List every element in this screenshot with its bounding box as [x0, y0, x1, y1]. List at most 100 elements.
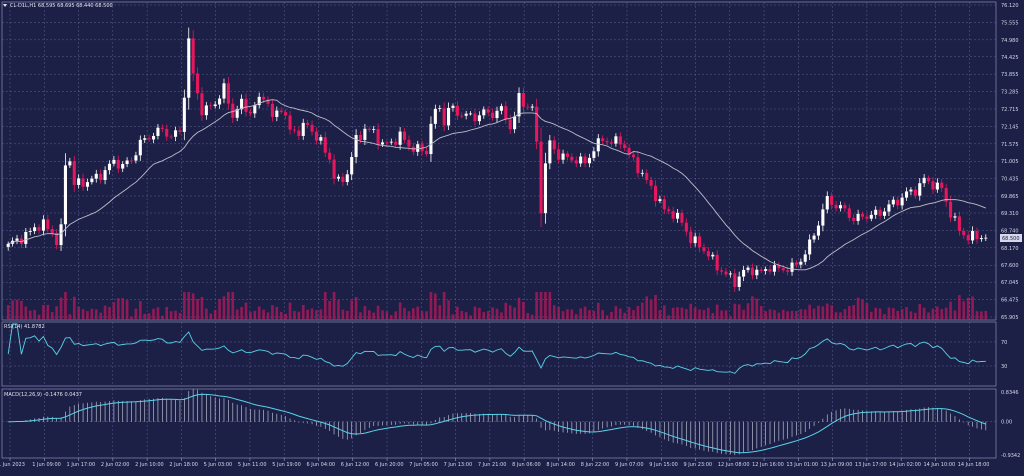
candle-body[interactable]: [662, 199, 666, 210]
candle-body[interactable]: [653, 185, 658, 202]
candle-body[interactable]: [138, 139, 142, 156]
candle-body[interactable]: [442, 108, 446, 126]
candle-body[interactable]: [402, 131, 407, 140]
candle-body[interactable]: [799, 261, 803, 265]
candle-body[interactable]: [803, 254, 807, 262]
candle-body[interactable]: [68, 161, 72, 166]
candle-body[interactable]: [284, 112, 288, 116]
candle-body[interactable]: [297, 130, 301, 136]
candle-body[interactable]: [843, 205, 847, 209]
candle-body[interactable]: [720, 270, 724, 272]
candle-body[interactable]: [191, 38, 195, 74]
candle-body[interactable]: [715, 254, 719, 271]
candle-body[interactable]: [777, 265, 781, 269]
candle-body[interactable]: [676, 212, 680, 219]
candle-body[interactable]: [455, 105, 459, 116]
candle-body[interactable]: [15, 238, 19, 241]
candle-body[interactable]: [482, 109, 486, 116]
candle-body[interactable]: [949, 201, 953, 218]
candle-body[interactable]: [896, 199, 900, 206]
candle-body[interactable]: [605, 140, 609, 143]
candle-body[interactable]: [350, 157, 354, 175]
candle-body[interactable]: [922, 177, 926, 184]
candle-body[interactable]: [328, 152, 332, 160]
symbol-dropdown-icon[interactable]: [3, 4, 7, 7]
candle-body[interactable]: [909, 189, 913, 192]
candle-body[interactable]: [702, 247, 706, 252]
candle-body[interactable]: [755, 269, 759, 276]
candle-body[interactable]: [323, 137, 327, 153]
candle-body[interactable]: [935, 182, 939, 190]
candle-body[interactable]: [332, 159, 336, 179]
candle-body[interactable]: [900, 197, 904, 206]
candle-body[interactable]: [671, 211, 675, 219]
candle-body[interactable]: [24, 231, 28, 244]
candle-body[interactable]: [41, 219, 45, 231]
candle-body[interactable]: [28, 231, 32, 232]
candle-body[interactable]: [447, 107, 451, 126]
candle-body[interactable]: [279, 110, 283, 113]
candle-body[interactable]: [680, 212, 684, 223]
candle-body[interactable]: [746, 267, 750, 270]
candle-body[interactable]: [226, 83, 230, 104]
candle-body[interactable]: [878, 209, 882, 216]
candle-body[interactable]: [107, 163, 112, 171]
candle-body[interactable]: [724, 271, 728, 275]
candle-body[interactable]: [420, 144, 424, 151]
candle-body[interactable]: [548, 140, 552, 164]
candle-body[interactable]: [429, 123, 433, 155]
candle-body[interactable]: [618, 136, 622, 145]
candle-body[interactable]: [918, 183, 922, 196]
candle-body[interactable]: [764, 269, 768, 271]
candle-body[interactable]: [187, 38, 191, 98]
candle-body[interactable]: [143, 138, 147, 140]
candle-body[interactable]: [50, 229, 54, 233]
candle-body[interactable]: [19, 238, 23, 244]
candle-body[interactable]: [209, 105, 213, 107]
candle-body[interactable]: [385, 142, 389, 144]
candle-body[interactable]: [367, 128, 371, 130]
candle-body[interactable]: [539, 141, 543, 214]
candle-body[interactable]: [640, 172, 644, 174]
candle-body[interactable]: [609, 142, 614, 144]
candle-body[interactable]: [288, 115, 292, 130]
candle-body[interactable]: [231, 103, 235, 118]
candle-body[interactable]: [794, 262, 798, 265]
candle-body[interactable]: [504, 106, 508, 120]
candle-body[interactable]: [116, 159, 120, 169]
candle-body[interactable]: [72, 161, 76, 185]
candle-body[interactable]: [380, 142, 385, 145]
candle-body[interactable]: [816, 225, 821, 236]
candle-body[interactable]: [583, 156, 587, 164]
candle-body[interactable]: [99, 173, 103, 181]
candle-body[interactable]: [222, 83, 226, 99]
candle-body[interactable]: [491, 112, 495, 119]
candle-body[interactable]: [614, 136, 618, 144]
candle-body[interactable]: [407, 139, 411, 147]
candle-body[interactable]: [737, 276, 741, 287]
candle-body[interactable]: [759, 269, 763, 271]
candle-body[interactable]: [165, 128, 169, 137]
candle-body[interactable]: [808, 239, 812, 255]
candle-body[interactable]: [966, 235, 970, 241]
candle-body[interactable]: [526, 106, 530, 108]
candle-body[interactable]: [750, 267, 754, 276]
candle-body[interactable]: [354, 134, 358, 158]
candle-body[interactable]: [125, 160, 129, 165]
candle-body[interactable]: [596, 138, 600, 152]
candle-body[interactable]: [103, 170, 107, 181]
candle-body[interactable]: [517, 93, 521, 117]
candle-body[interactable]: [85, 182, 90, 187]
candle-body[interactable]: [173, 130, 178, 137]
candle-body[interactable]: [561, 153, 565, 160]
candle-body[interactable]: [363, 128, 367, 140]
candle-body[interactable]: [944, 188, 948, 202]
candle-body[interactable]: [874, 209, 878, 215]
candle-body[interactable]: [636, 157, 640, 174]
candle-body[interactable]: [358, 134, 363, 140]
candle-body[interactable]: [887, 204, 891, 212]
candlestick-series[interactable]: [6, 27, 988, 292]
candle-body[interactable]: [860, 213, 865, 217]
candle-body[interactable]: [623, 144, 627, 148]
candle-body[interactable]: [587, 157, 592, 164]
